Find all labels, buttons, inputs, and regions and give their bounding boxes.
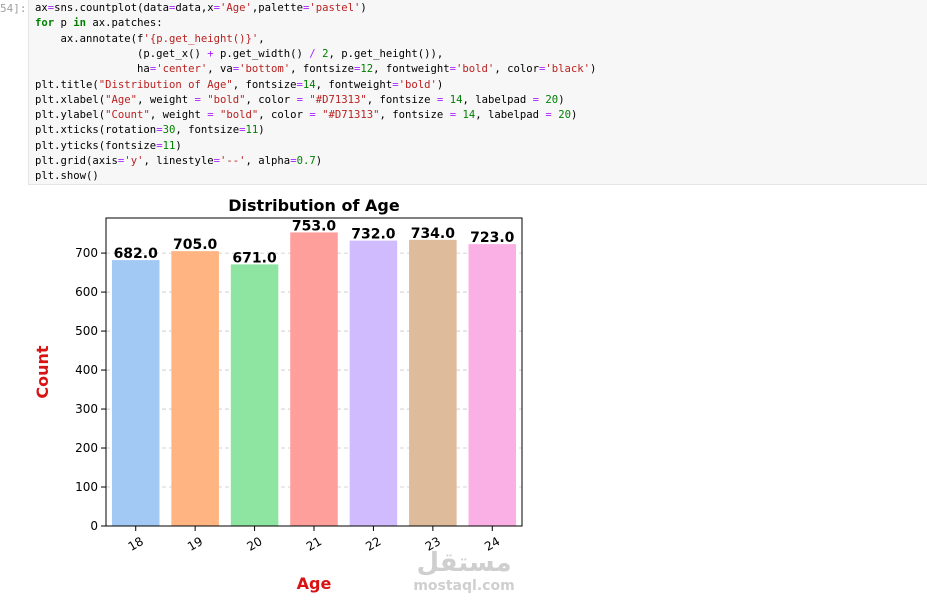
y-axis-label: Count: [33, 345, 52, 399]
y-tick-label: 300: [75, 402, 98, 416]
code-line: ha='center', va='bottom', fontsize=12, f…: [35, 63, 597, 76]
code-line: ax.annotate(f'{p.get_height()}',: [35, 32, 265, 45]
plot-frame: [105, 217, 523, 527]
watermark-arabic: مستقل: [416, 548, 512, 578]
watermark-latin: mostaql.com: [413, 578, 515, 594]
cell-prompt: 54]:: [0, 2, 27, 15]
x-tick-label: 22: [363, 534, 383, 554]
watermark: مستقل mostaql.com: [405, 548, 523, 594]
code-line: for p in ax.patches:: [35, 17, 163, 30]
bar: [171, 251, 219, 527]
x-tick-label: 19: [185, 534, 205, 554]
data-label: 682.0: [114, 246, 159, 262]
y-tick-label: 600: [75, 285, 98, 299]
code-line: plt.ylabel("Count", weight = "bold", col…: [35, 109, 578, 122]
data-label: 732.0: [351, 227, 396, 243]
x-tick-label: 23: [423, 534, 443, 554]
y-tick-label: 500: [75, 324, 98, 338]
data-label: 734.0: [411, 226, 456, 242]
code-line: plt.xticks(rotation=30, fontsize=11): [35, 124, 265, 137]
y-tick-label: 0: [90, 519, 98, 533]
bar: [290, 232, 338, 526]
bar: [468, 244, 517, 526]
bar-chart: 0 100 200 300 400 500 600 700 682.0 18 705.0 19 671.…: [33, 196, 523, 593]
bar: [409, 239, 457, 526]
x-axis-label: Age: [297, 574, 332, 593]
data-label: 705.0: [173, 237, 218, 253]
code-line: plt.grid(axis='y', linestyle='--', alpha…: [35, 155, 323, 167]
code-line: plt.yticks(fontsize=11): [35, 139, 182, 152]
data-label: 723.0: [470, 230, 515, 246]
y-tick-label: 200: [75, 441, 98, 455]
chart-title: Distribution of Age: [228, 196, 400, 215]
code-line: (p.get_x() + p.get_width() / 2, p.get_he…: [35, 47, 444, 60]
code-line: plt.show(): [35, 170, 99, 183]
y-tick-label: 400: [75, 363, 98, 377]
bar: [111, 260, 160, 526]
data-label: 671.0: [232, 250, 277, 266]
x-tick-label: 24: [482, 534, 502, 554]
code-cell[interactable]: ax=sns.countplot(data=data,x='Age',palet…: [28, 0, 927, 185]
y-tick-label: 100: [75, 480, 98, 494]
bar: [230, 264, 279, 526]
x-tick-label: 18: [126, 534, 146, 554]
code-line: plt.xlabel("Age", weight = "bold", color…: [35, 93, 565, 106]
code-line: ax=sns.countplot(data=data,x='Age',palet…: [35, 2, 367, 14]
code-line: plt.title("Distribution of Age", fontsiz…: [35, 78, 444, 91]
y-tick-label: 700: [75, 246, 98, 260]
bar: [349, 240, 398, 526]
x-tick-label: 21: [304, 534, 324, 554]
x-tick-label: 20: [244, 534, 264, 554]
data-label: 753.0: [292, 218, 337, 234]
